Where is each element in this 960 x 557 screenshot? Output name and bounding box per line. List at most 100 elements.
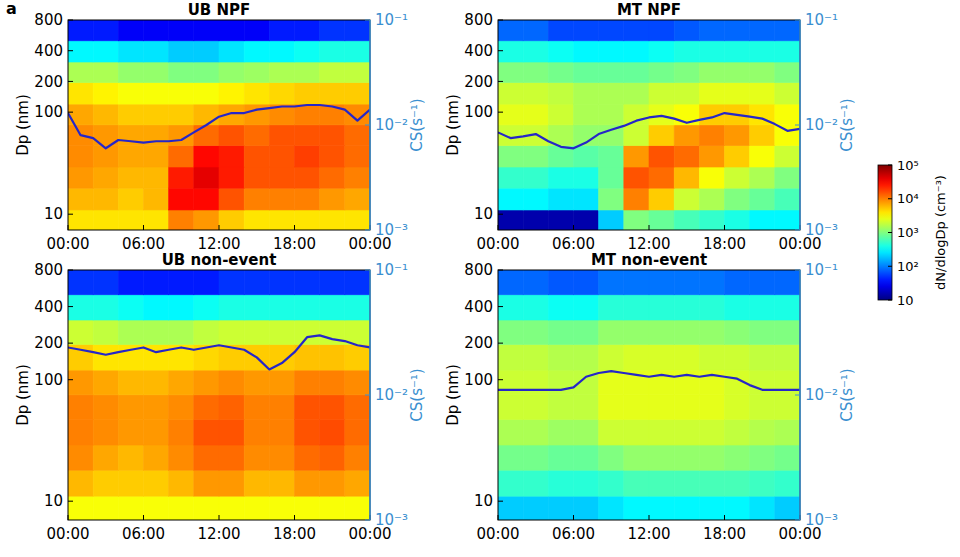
cell [320, 470, 345, 496]
plot-bg [68, 20, 370, 230]
cell [725, 344, 750, 370]
panel: 1010020040080000:0006:0012:0018:0000:001… [14, 251, 426, 543]
cell [68, 395, 93, 420]
cell [68, 320, 93, 344]
cell [674, 470, 699, 496]
cell [649, 344, 674, 370]
cell [269, 320, 294, 344]
cell [775, 470, 800, 496]
cell [624, 20, 649, 41]
cell [68, 41, 93, 62]
cell [345, 167, 370, 188]
y-tick [498, 20, 503, 21]
cell [699, 83, 724, 105]
cell [548, 20, 573, 41]
cell [93, 20, 118, 41]
x-tick [219, 225, 220, 230]
cell [523, 146, 548, 167]
cell [624, 445, 649, 470]
cell [674, 125, 699, 146]
cell [599, 295, 624, 320]
y2-axis-title: CS(s⁻¹) [408, 368, 426, 421]
cell [699, 320, 724, 344]
cell [775, 83, 800, 105]
cell [68, 420, 93, 445]
cell [574, 344, 599, 370]
cell [144, 83, 169, 105]
cell [219, 470, 244, 496]
cell [523, 104, 548, 125]
y-tick-label: 10 [474, 205, 493, 223]
cell [320, 344, 345, 370]
cell [219, 270, 244, 295]
frame [68, 20, 370, 230]
cell [548, 496, 573, 520]
cell [93, 270, 118, 295]
y-tick-label: 100 [34, 371, 63, 389]
cell [269, 470, 294, 496]
cell [599, 20, 624, 41]
cell [498, 496, 523, 520]
y-tick [498, 50, 503, 51]
cell [624, 167, 649, 188]
cell [93, 104, 118, 125]
cell [144, 104, 169, 125]
y-tick [498, 379, 503, 380]
cell [68, 188, 93, 210]
cell [269, 41, 294, 62]
cell [624, 125, 649, 146]
cell [194, 125, 219, 146]
cb-tick [888, 232, 892, 233]
cell [725, 295, 750, 320]
cell [523, 295, 548, 320]
cell [118, 210, 143, 230]
cell [649, 188, 674, 210]
cell [624, 83, 649, 105]
cell [194, 470, 219, 496]
cell [699, 395, 724, 420]
cell [269, 496, 294, 520]
cell [599, 320, 624, 344]
cell [295, 420, 320, 445]
cell [169, 295, 194, 320]
cell [674, 420, 699, 445]
cell [269, 83, 294, 105]
cell [624, 41, 649, 62]
cell [93, 445, 118, 470]
y2-axis-title: CS(s⁻¹) [838, 368, 856, 421]
y-tick [68, 50, 73, 51]
cell [219, 445, 244, 470]
cell [194, 146, 219, 167]
y-tick [68, 112, 73, 113]
y2-axis-title: CS(s⁻¹) [408, 98, 426, 151]
y-tick-label: 800 [34, 261, 63, 279]
cell [498, 395, 523, 420]
cell [699, 167, 724, 188]
cell [624, 496, 649, 520]
cell [194, 62, 219, 83]
cell [599, 496, 624, 520]
cell [574, 104, 599, 125]
cell [68, 146, 93, 167]
cell [548, 344, 573, 370]
cell [574, 83, 599, 105]
cell [548, 445, 573, 470]
cell [725, 210, 750, 230]
cell [93, 370, 118, 395]
panel: 1010020040080000:0006:0012:0018:0000:001… [444, 1, 856, 253]
frame [498, 270, 800, 520]
cell [725, 41, 750, 62]
cell [169, 270, 194, 295]
cell [649, 320, 674, 344]
cell [345, 445, 370, 470]
cell [523, 62, 548, 83]
cell [649, 270, 674, 295]
cell [649, 125, 674, 146]
cell [169, 470, 194, 496]
cell [194, 41, 219, 62]
y-tick-label: 200 [34, 73, 63, 91]
y-axis-title: Dp (nm) [444, 94, 462, 156]
cell [498, 146, 523, 167]
cell [523, 470, 548, 496]
cell [498, 104, 523, 125]
